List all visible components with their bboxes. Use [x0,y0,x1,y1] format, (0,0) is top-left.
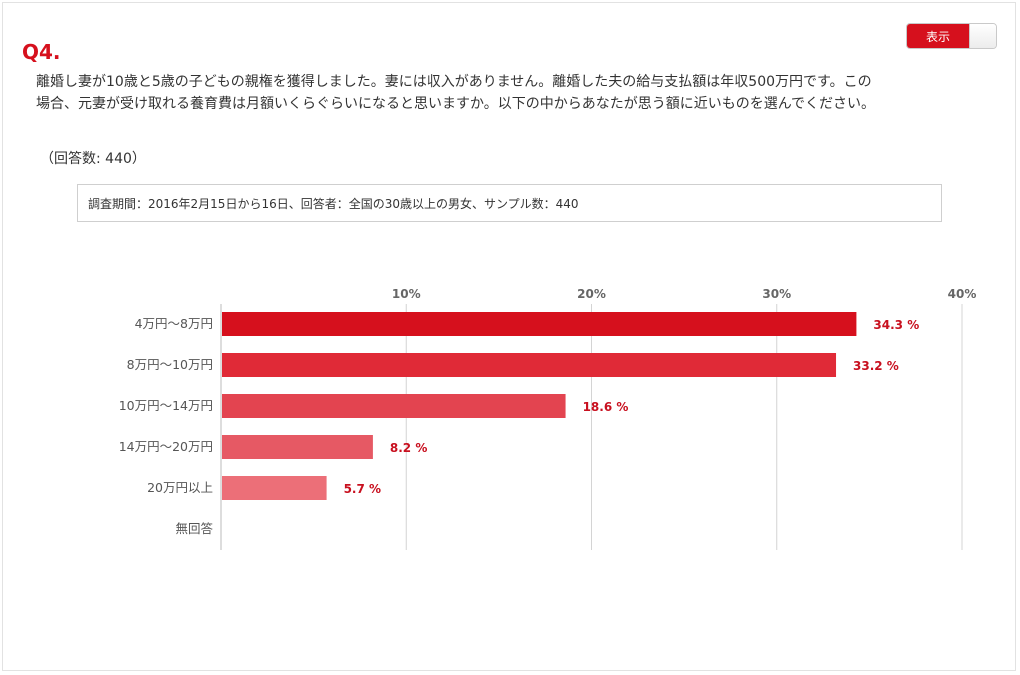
response-count: （回答数: 440） [40,151,146,167]
tick-label: 40% [948,287,977,301]
category-label: 4万円〜8万円 [135,316,213,331]
question-text: 離婚し妻が10歳と5歳の子どもの親権を獲得しました。妻には収入がありません。離婚… [36,74,876,112]
tick-label: 20% [577,287,606,301]
tick-label: 10% [392,287,421,301]
survey-info-box: 調査期間：2016年2月15日から16日、回答者：全国の30歳以上の男女、サンプ… [77,184,942,222]
category-label: 10万円〜14万円 [119,398,213,413]
bar [222,435,373,459]
display-toggle[interactable]: 表示 [906,23,997,49]
category-label: 8万円〜10万円 [127,357,213,372]
category-label: 14万円〜20万円 [119,439,213,454]
bar [222,394,566,418]
category-label: 無回答 [175,521,213,536]
bar [222,476,327,500]
value-label: 33.2 % [853,359,899,373]
question-number: Q4. [22,40,61,64]
value-label: 34.3 % [873,318,919,332]
bar [222,312,857,336]
value-label: 18.6 % [583,400,629,414]
bar [222,353,837,377]
survey-info-text: 調査期間：2016年2月15日から16日、回答者：全国の30歳以上の男女、サンプ… [88,196,579,211]
value-label: 5.7 % [344,482,381,496]
toggle-label: 表示 [907,24,969,48]
toggle-knob[interactable] [969,24,996,48]
value-label: 8.2 % [390,441,427,455]
category-label: 20万円以上 [147,480,213,495]
tick-label: 30% [762,287,791,301]
